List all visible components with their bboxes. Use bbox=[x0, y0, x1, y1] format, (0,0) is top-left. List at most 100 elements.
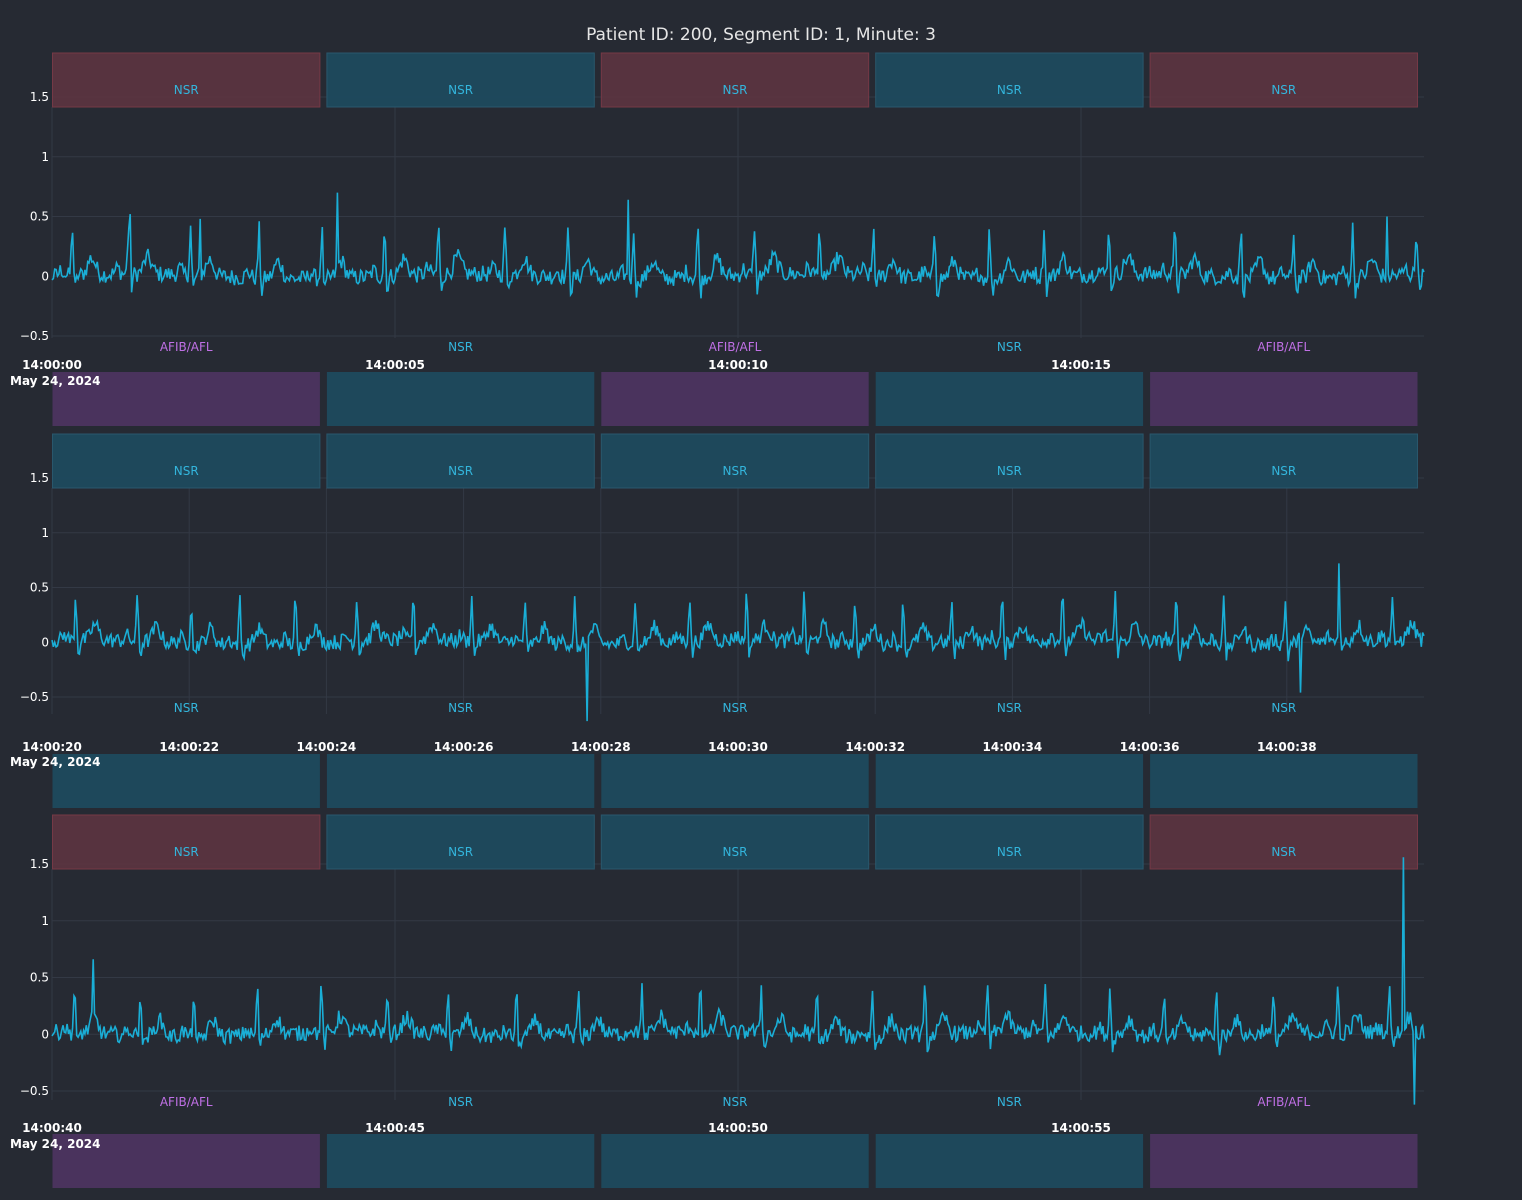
bottom-annotation-label: AFIB/AFL bbox=[1257, 1095, 1310, 1109]
ecg-panel-2: NSR NSR NSR NSR NSR NSR NSR NSR NSR NSR 1.5 1 0.5 0 −0… bbox=[10, 433, 1425, 808]
y-tick-label: 0 bbox=[41, 269, 49, 283]
x-tick-label: 14:00:40 bbox=[22, 1121, 82, 1135]
x-tick-label: 14:00:45 bbox=[365, 1121, 425, 1135]
top-annotation-box bbox=[600, 52, 870, 108]
bottom-annotation-label: AFIB/AFL bbox=[709, 340, 762, 354]
top-annotation-box bbox=[875, 52, 1144, 108]
top-annotation-label: NSR bbox=[1271, 83, 1296, 97]
x-date-label: May 24, 2024 bbox=[10, 374, 101, 388]
bottom-annotation-box bbox=[326, 372, 595, 426]
top-annotation-label: NSR bbox=[1271, 845, 1296, 859]
top-annotation-box bbox=[1149, 52, 1418, 108]
bottom-annotation-box bbox=[326, 1134, 595, 1188]
y-tick-label: −0.5 bbox=[20, 329, 49, 343]
ecg-panel-1: NSR NSR NSR NSR NSR AFIB/AFL NSR AFIB/AFL NSR AFI… bbox=[10, 52, 1425, 426]
y-tick-label: 1 bbox=[41, 526, 49, 540]
x-tick-label: 14:00:20 bbox=[22, 740, 82, 754]
bottom-annotation-label: NSR bbox=[1271, 701, 1296, 715]
bottom-annotation-box bbox=[52, 372, 320, 426]
x-tick-label: 14:00:28 bbox=[571, 740, 631, 754]
y-tick-label: 0 bbox=[41, 635, 49, 649]
ecg-signal-line bbox=[51, 192, 1425, 299]
bottom-annotation-box bbox=[326, 754, 595, 808]
bottom-annotation-label: NSR bbox=[723, 701, 748, 715]
figure-title: Patient ID: 200, Segment ID: 1, Minute: … bbox=[586, 25, 936, 45]
top-annotation-box bbox=[326, 433, 595, 489]
x-tick-label: 14:00:30 bbox=[708, 740, 768, 754]
x-tick-label: 14:00:55 bbox=[1051, 1121, 1111, 1135]
bottom-annotation-box bbox=[52, 1134, 320, 1188]
ecg-panel-3: NSR NSR NSR NSR NSR AFIB/AFL NSR NSR NSR AFIB/AFL… bbox=[10, 814, 1425, 1188]
top-annotation-box bbox=[52, 814, 321, 870]
top-annotation-label: NSR bbox=[723, 83, 748, 97]
top-annotation-box bbox=[600, 433, 870, 489]
top-annotation-label: NSR bbox=[723, 845, 748, 859]
top-annotation-box bbox=[600, 814, 870, 870]
top-annotation-label: NSR bbox=[448, 83, 473, 97]
bottom-annotation-label: NSR bbox=[174, 701, 199, 715]
top-annotation-label: NSR bbox=[448, 464, 473, 478]
bottom-annotation-box bbox=[875, 1134, 1144, 1188]
x-tick-label: 14:00:22 bbox=[159, 740, 219, 754]
top-annotation-label: NSR bbox=[997, 464, 1022, 478]
x-tick-label: 14:00:36 bbox=[1120, 740, 1180, 754]
bottom-annotation-box bbox=[601, 1134, 869, 1188]
bottom-annotation-label: AFIB/AFL bbox=[160, 340, 213, 354]
top-annotation-label: NSR bbox=[174, 464, 199, 478]
bottom-annotation-box bbox=[1150, 754, 1418, 808]
bottom-annotation-box bbox=[601, 372, 869, 426]
y-tick-label: 1.5 bbox=[30, 471, 49, 485]
top-annotation-box bbox=[1149, 433, 1418, 489]
top-annotation-label: NSR bbox=[997, 845, 1022, 859]
y-tick-label: 0 bbox=[41, 1027, 49, 1041]
bottom-annotation-box bbox=[52, 754, 320, 808]
x-tick-label: 14:00:15 bbox=[1051, 358, 1111, 372]
bottom-annotation-box bbox=[875, 754, 1144, 808]
x-tick-label: 14:00:24 bbox=[297, 740, 357, 754]
y-tick-label: 1 bbox=[41, 150, 49, 164]
bottom-annotation-box bbox=[875, 372, 1144, 426]
top-annotation-label: NSR bbox=[174, 83, 199, 97]
y-tick-label: 1 bbox=[41, 914, 49, 928]
bottom-annotation-label: NSR bbox=[997, 340, 1022, 354]
x-tick-label: 14:00:10 bbox=[708, 358, 768, 372]
top-annotation-label: NSR bbox=[723, 464, 748, 478]
top-annotation-label: NSR bbox=[1271, 464, 1296, 478]
top-annotation-label: NSR bbox=[997, 83, 1022, 97]
bottom-annotation-label: NSR bbox=[997, 1095, 1022, 1109]
top-annotation-box bbox=[52, 433, 321, 489]
y-tick-label: 0.5 bbox=[30, 971, 49, 985]
top-annotation-box bbox=[875, 433, 1144, 489]
top-annotation-label: NSR bbox=[174, 845, 199, 859]
x-tick-label: 14:00:26 bbox=[434, 740, 494, 754]
bottom-annotation-label: AFIB/AFL bbox=[1257, 340, 1310, 354]
x-tick-label: 14:00:38 bbox=[1257, 740, 1317, 754]
bottom-annotation-box bbox=[1150, 372, 1418, 426]
x-tick-label: 14:00:34 bbox=[983, 740, 1043, 754]
bottom-annotation-label: NSR bbox=[448, 340, 473, 354]
y-tick-label: 0.5 bbox=[30, 581, 49, 595]
bottom-annotation-label: NSR bbox=[723, 1095, 748, 1109]
x-date-label: May 24, 2024 bbox=[10, 1137, 101, 1151]
top-annotation-box bbox=[52, 52, 321, 108]
bottom-annotation-label: AFIB/AFL bbox=[160, 1095, 213, 1109]
x-tick-label: 14:00:32 bbox=[845, 740, 905, 754]
y-tick-label: 1.5 bbox=[30, 90, 49, 104]
top-annotation-box bbox=[326, 52, 595, 108]
y-tick-label: 0.5 bbox=[30, 210, 49, 224]
top-annotation-box bbox=[875, 814, 1144, 870]
y-tick-label: 1.5 bbox=[30, 857, 49, 871]
ecg-signal-line bbox=[51, 563, 1425, 722]
x-tick-label: 14:00:50 bbox=[708, 1121, 768, 1135]
bottom-annotation-box bbox=[601, 754, 869, 808]
top-annotation-label: NSR bbox=[448, 845, 473, 859]
x-date-label: May 24, 2024 bbox=[10, 755, 101, 769]
x-tick-label: 14:00:00 bbox=[22, 358, 82, 372]
y-tick-label: −0.5 bbox=[20, 690, 49, 704]
ecg-signal-line bbox=[51, 857, 1425, 1105]
top-annotation-box bbox=[326, 814, 595, 870]
bottom-annotation-label: NSR bbox=[448, 701, 473, 715]
top-annotation-box bbox=[1149, 814, 1418, 870]
bottom-annotation-label: NSR bbox=[997, 701, 1022, 715]
